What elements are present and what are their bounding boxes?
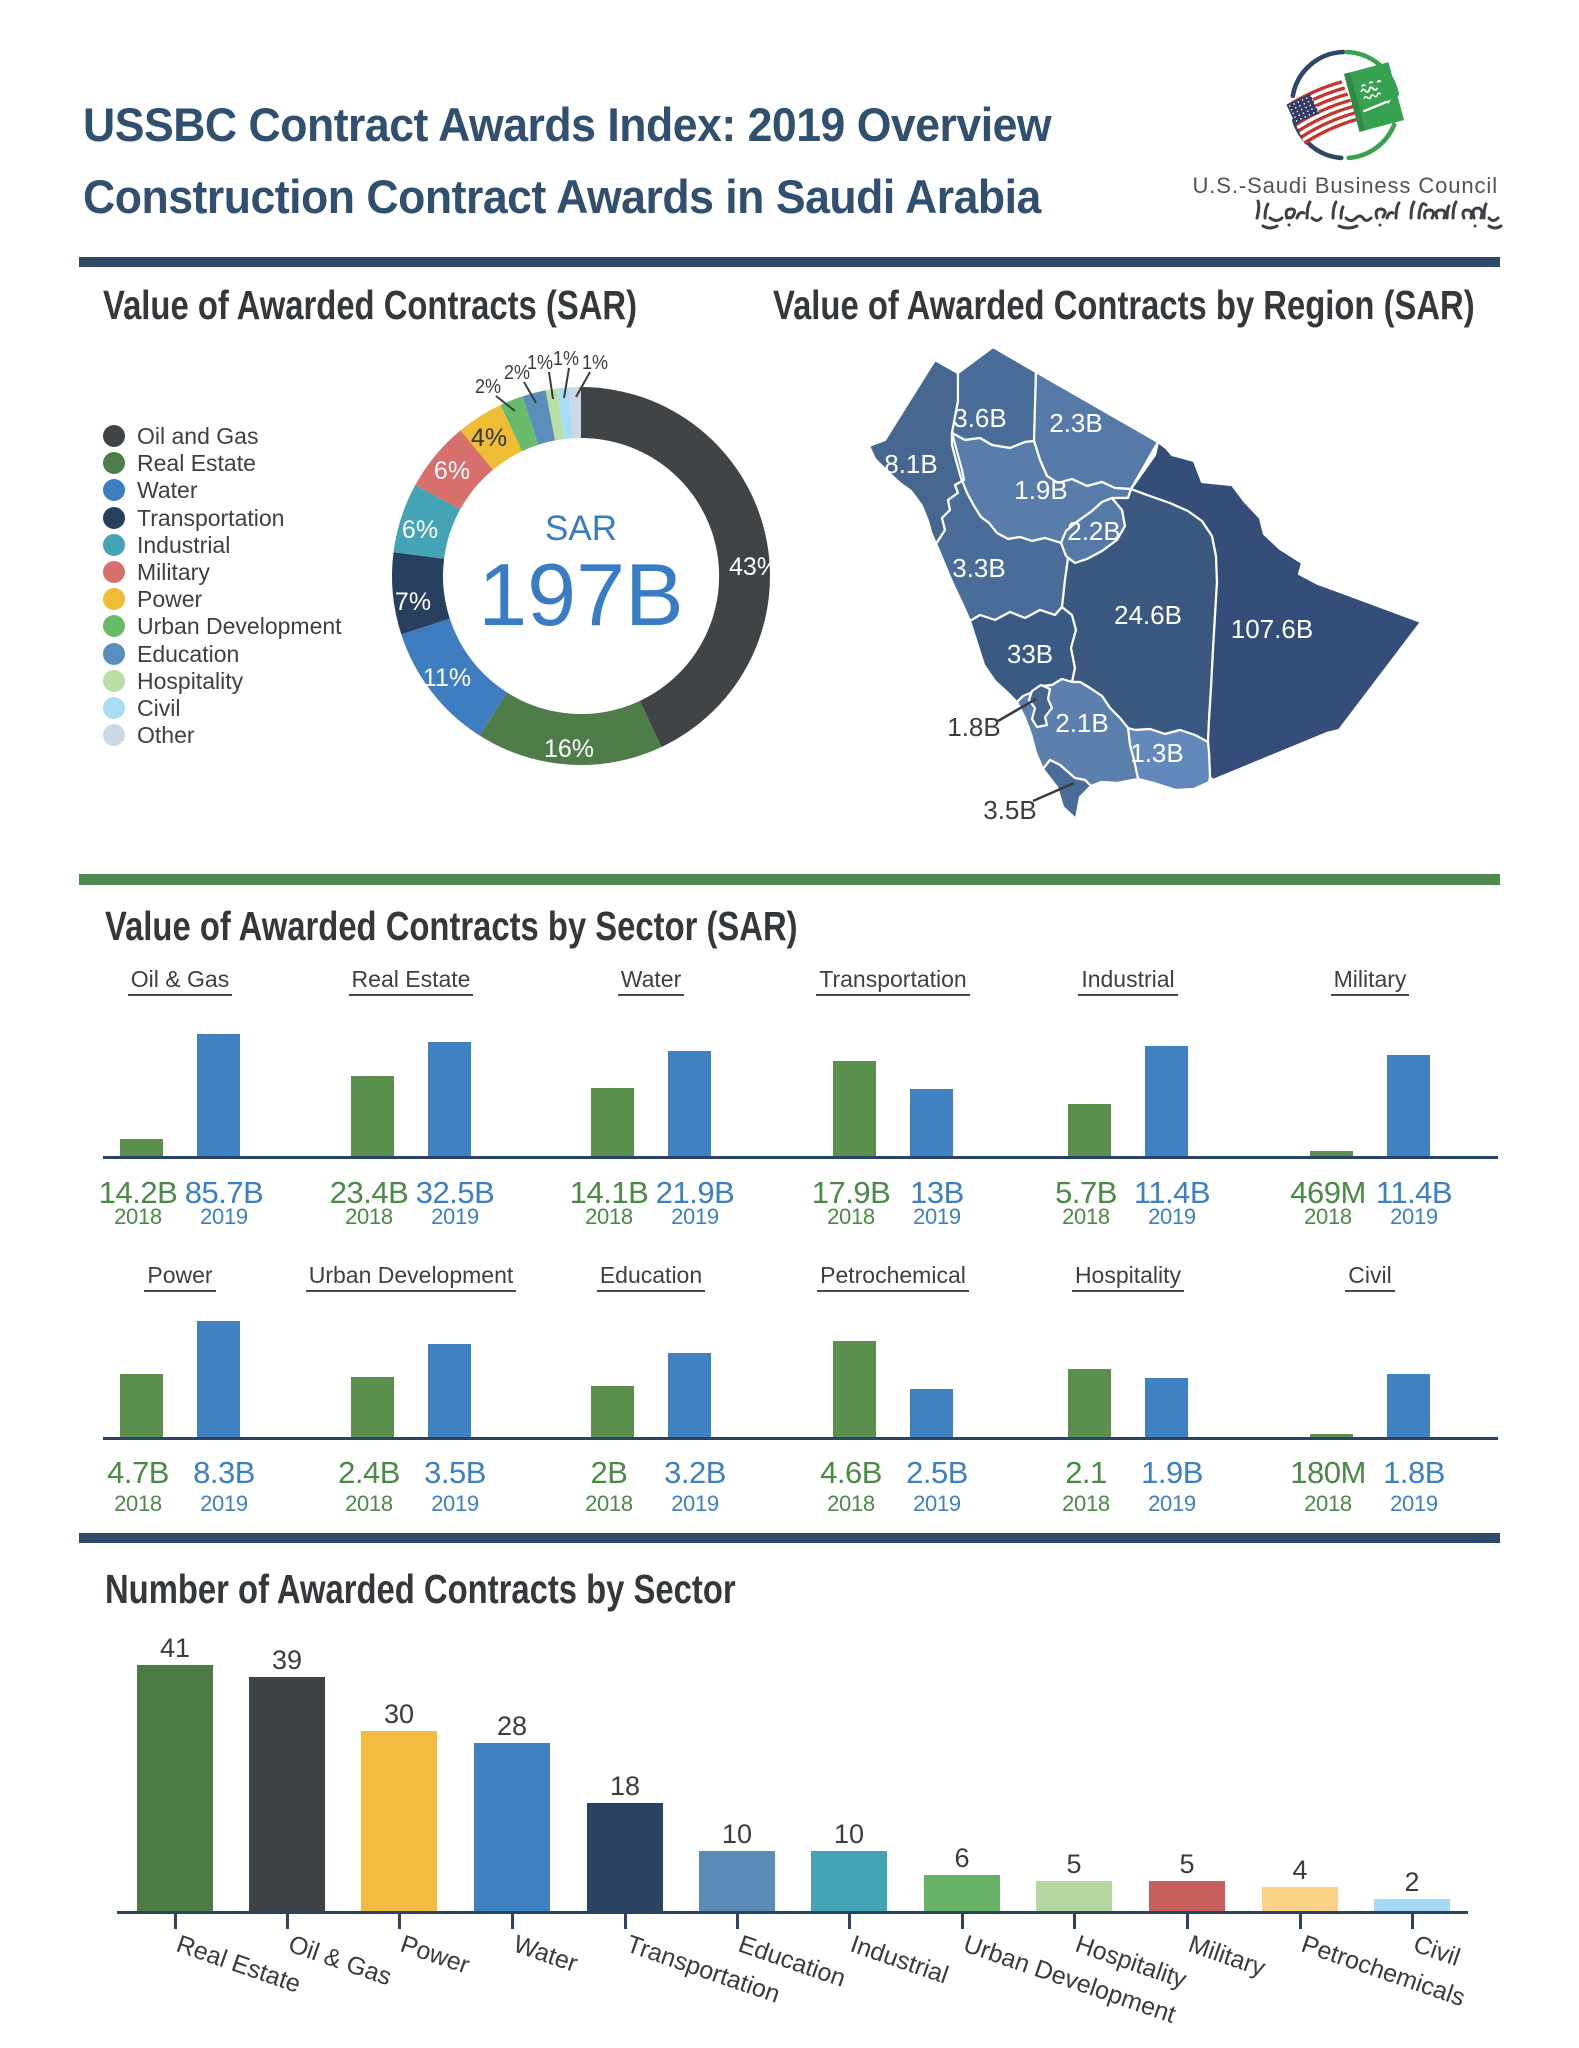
- svg-text:2%: 2%: [475, 376, 501, 398]
- svg-text:2.1B: 2.1B: [1055, 708, 1109, 738]
- svg-text:SAR: SAR: [545, 509, 617, 548]
- svg-text:1%: 1%: [582, 352, 608, 374]
- svg-text:1.3B: 1.3B: [1130, 738, 1184, 768]
- svg-text:107.6B: 107.6B: [1231, 614, 1313, 644]
- svg-text:2%: 2%: [504, 362, 530, 384]
- svg-text:8.1B: 8.1B: [884, 449, 938, 479]
- svg-text:6%: 6%: [402, 516, 438, 544]
- svg-text:1%: 1%: [553, 348, 579, 370]
- svg-text:3.5B: 3.5B: [983, 795, 1037, 825]
- svg-text:1.9B: 1.9B: [1014, 475, 1068, 505]
- svg-text:7%: 7%: [395, 588, 431, 616]
- svg-text:U.S.-Saudi Business Council: U.S.-Saudi Business Council: [1192, 173, 1498, 198]
- svg-text:2.2B: 2.2B: [1067, 516, 1121, 546]
- svg-text:33B: 33B: [1007, 639, 1053, 669]
- svg-text:43%: 43%: [729, 553, 779, 581]
- svg-text:1.8B: 1.8B: [947, 712, 1001, 742]
- svg-text:1%: 1%: [527, 352, 553, 374]
- svg-text:2.3B: 2.3B: [1049, 408, 1103, 438]
- svg-text:24.6B: 24.6B: [1114, 600, 1182, 630]
- svg-text:6%: 6%: [434, 457, 470, 485]
- svg-text:11%: 11%: [423, 664, 471, 692]
- svg-text:3.6B: 3.6B: [953, 403, 1007, 433]
- svg-text:4%: 4%: [471, 424, 507, 452]
- svg-text:197B: 197B: [478, 545, 684, 644]
- svg-text:16%: 16%: [544, 735, 594, 763]
- svg-text:3.3B: 3.3B: [952, 553, 1006, 583]
